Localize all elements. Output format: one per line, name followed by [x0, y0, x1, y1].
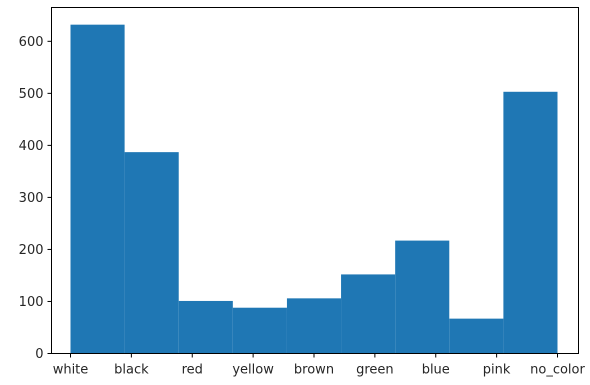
- plot-frame: [51, 7, 579, 354]
- x-tick-label-pink: pink: [483, 363, 511, 378]
- x-tick-label-red: red: [182, 363, 203, 378]
- bar-brown: [286, 298, 342, 354]
- x-tick-label-no-color: no_color: [530, 363, 585, 378]
- bar-yellow: [232, 307, 287, 354]
- bar-white: [70, 24, 125, 354]
- y-tick-label: 0: [35, 347, 43, 362]
- y-tick-label: 100: [19, 295, 44, 310]
- x-tick-label-black: black: [114, 363, 149, 378]
- bars-group: [70, 24, 558, 354]
- y-tick-label: 500: [19, 87, 44, 102]
- x-axis: white black red yellow brown green blue pink no_…: [53, 353, 586, 378]
- bar-black: [124, 152, 179, 354]
- y-axis: 0 100 200 300 400 500 600: [19, 35, 52, 362]
- bar-green: [341, 274, 396, 354]
- bar-no-color: [503, 91, 558, 354]
- x-tick-label-yellow: yellow: [232, 363, 274, 378]
- bar-blue: [395, 240, 450, 354]
- x-tick-label-green: green: [356, 363, 394, 378]
- x-tick-label-blue: blue: [422, 363, 450, 378]
- x-tick-label-brown: brown: [294, 363, 334, 378]
- y-tick-label: 200: [19, 243, 44, 258]
- bar-red: [178, 300, 233, 354]
- y-tick-label: 300: [19, 191, 44, 206]
- x-tick-label-white: white: [53, 363, 89, 378]
- bar-pink: [449, 318, 504, 354]
- y-tick-label: 400: [19, 139, 44, 154]
- y-tick-label: 600: [19, 35, 44, 50]
